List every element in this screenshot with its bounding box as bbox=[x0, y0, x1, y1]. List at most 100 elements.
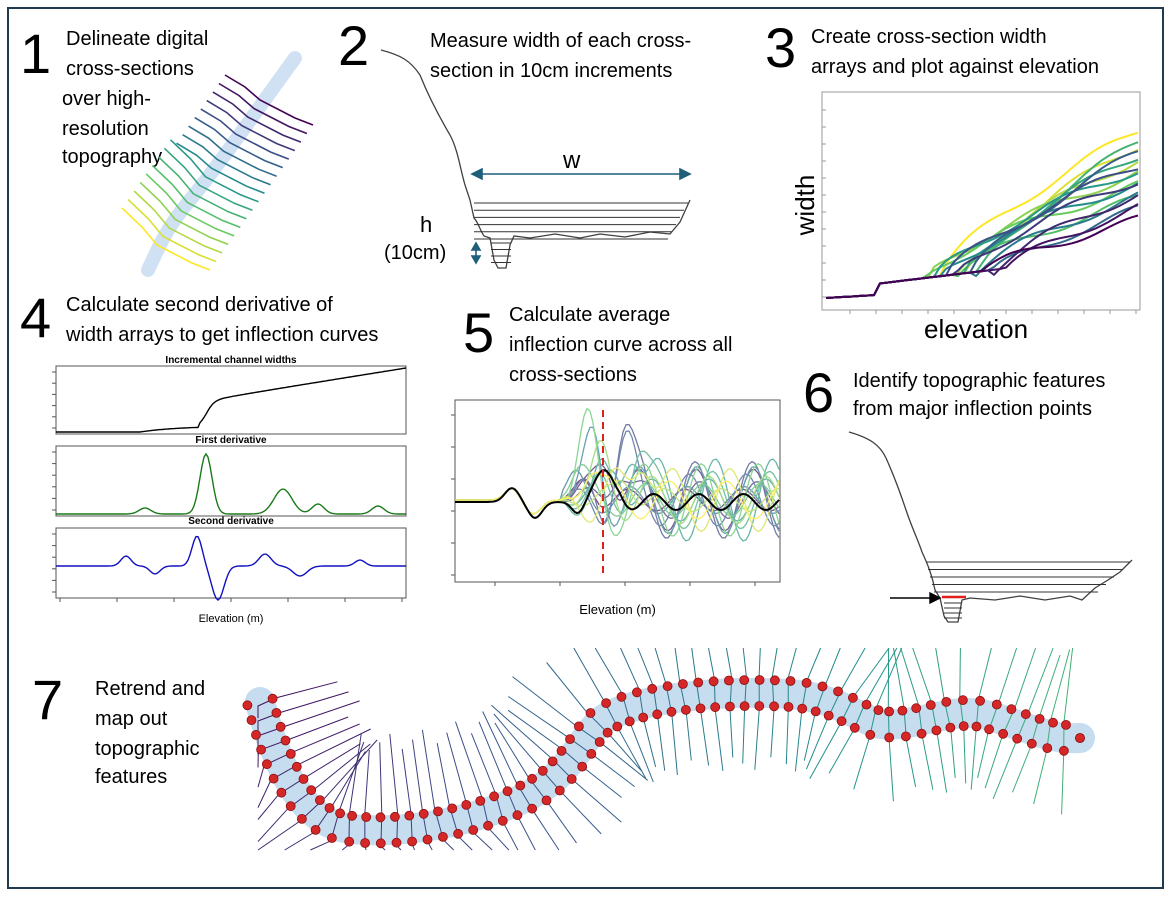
feature-point bbox=[724, 675, 734, 686]
feature-point bbox=[1075, 733, 1085, 743]
cross-section-line bbox=[133, 190, 223, 254]
cross-section-line bbox=[257, 743, 361, 820]
feature-point bbox=[361, 812, 372, 822]
feature-point bbox=[1006, 704, 1017, 715]
step-6-number: 6 bbox=[803, 361, 835, 424]
feature-point bbox=[958, 721, 969, 731]
feature-point bbox=[306, 785, 317, 796]
feature-point bbox=[256, 744, 267, 755]
feature-point bbox=[984, 724, 994, 735]
feature-point bbox=[632, 687, 642, 698]
cross-section-line bbox=[594, 647, 654, 783]
panel2-height-arrow bbox=[470, 241, 482, 265]
feature-point bbox=[710, 702, 721, 713]
feature-point bbox=[326, 833, 337, 843]
width-array-line bbox=[825, 180, 1139, 299]
feature-point bbox=[527, 803, 537, 814]
panel2-width-arrow bbox=[470, 167, 692, 181]
feature-point bbox=[453, 828, 464, 839]
feature-point bbox=[1059, 745, 1069, 756]
feature-point bbox=[754, 675, 765, 685]
cross-section-line bbox=[257, 716, 349, 768]
step-4-line-1: Calculate second derivative of bbox=[66, 294, 333, 316]
width-array-line bbox=[825, 141, 1139, 299]
width-array-line bbox=[825, 168, 1139, 299]
cross-section-line bbox=[176, 142, 265, 194]
cross-section-line bbox=[959, 647, 967, 784]
feature-point bbox=[565, 734, 575, 744]
cross-section-line bbox=[984, 647, 1037, 789]
feature-point bbox=[502, 786, 513, 797]
panel4-charts bbox=[52, 365, 407, 602]
panel2-width-label: w bbox=[563, 147, 581, 174]
cross-section-line bbox=[364, 749, 370, 851]
cross-section-line bbox=[455, 721, 510, 851]
feature-point bbox=[836, 716, 847, 727]
cross-section-line bbox=[446, 732, 493, 851]
step-1-line-1: Delineate digital bbox=[66, 28, 209, 50]
cross-section-line bbox=[200, 108, 290, 160]
feature-point bbox=[1012, 733, 1023, 744]
feature-point bbox=[285, 801, 296, 812]
feature-point bbox=[489, 791, 500, 802]
feature-point bbox=[1048, 717, 1058, 728]
feature-point bbox=[407, 836, 418, 847]
cross-section-line bbox=[257, 728, 371, 808]
figure-frame bbox=[7, 7, 1164, 889]
cross-section-line bbox=[121, 207, 211, 271]
feature-point bbox=[785, 676, 796, 686]
feature-point bbox=[931, 725, 942, 736]
panel5-xlabel: Elevation (m) bbox=[579, 602, 656, 617]
feature-point bbox=[267, 693, 278, 704]
cross-section-line bbox=[412, 739, 433, 851]
feature-point bbox=[695, 703, 706, 714]
feature-point bbox=[873, 705, 884, 715]
feature-point bbox=[276, 787, 287, 798]
feature-point bbox=[848, 692, 858, 703]
cross-section-line bbox=[691, 647, 710, 766]
cross-section-line bbox=[182, 134, 271, 186]
feature-point bbox=[833, 686, 843, 697]
feature-point bbox=[242, 700, 253, 711]
step-1-line-4: resolution bbox=[62, 118, 149, 140]
cross-section-line bbox=[145, 173, 235, 237]
cross-section-line bbox=[546, 662, 643, 772]
feature-point bbox=[537, 765, 548, 776]
step-7-line-3: topographic bbox=[95, 738, 200, 760]
feature-point bbox=[739, 701, 750, 711]
feature-point bbox=[298, 774, 309, 784]
width-array-line bbox=[825, 148, 1139, 299]
feature-point bbox=[770, 675, 780, 686]
feature-point bbox=[556, 746, 567, 756]
cross-section-line bbox=[977, 647, 1018, 779]
cross-section-line bbox=[770, 647, 778, 758]
feature-point bbox=[251, 730, 261, 740]
first-derivative-curve bbox=[56, 452, 406, 515]
feature-point bbox=[725, 701, 735, 712]
feature-point bbox=[246, 715, 257, 725]
panel5-chart bbox=[451, 399, 781, 586]
feature-point bbox=[437, 832, 448, 842]
step-7-number: 7 bbox=[32, 668, 64, 731]
feature-point bbox=[602, 727, 613, 738]
panel3-chart bbox=[821, 91, 1141, 314]
cross-section-line bbox=[803, 647, 841, 761]
cross-section-line bbox=[785, 647, 797, 765]
feature-point bbox=[347, 810, 358, 821]
cross-section-line bbox=[436, 743, 473, 851]
feature-point bbox=[662, 681, 673, 691]
feature-point bbox=[566, 774, 577, 784]
feature-point bbox=[344, 836, 355, 847]
feature-point bbox=[884, 732, 895, 743]
step-3-line-2: arrays and plot against elevation bbox=[811, 56, 1099, 78]
step-2-line-1: Measure width of each cross- bbox=[430, 30, 692, 52]
cross-section-line bbox=[224, 74, 314, 126]
step-6-line-2: from major inflection points bbox=[853, 398, 1092, 420]
cross-section-line bbox=[206, 99, 296, 152]
step-3-line-1: Create cross-section width bbox=[811, 26, 1047, 48]
feature-point bbox=[296, 814, 307, 824]
panel2-increment-lines bbox=[474, 202, 688, 263]
width-curve bbox=[56, 367, 407, 433]
feature-point bbox=[594, 737, 605, 747]
